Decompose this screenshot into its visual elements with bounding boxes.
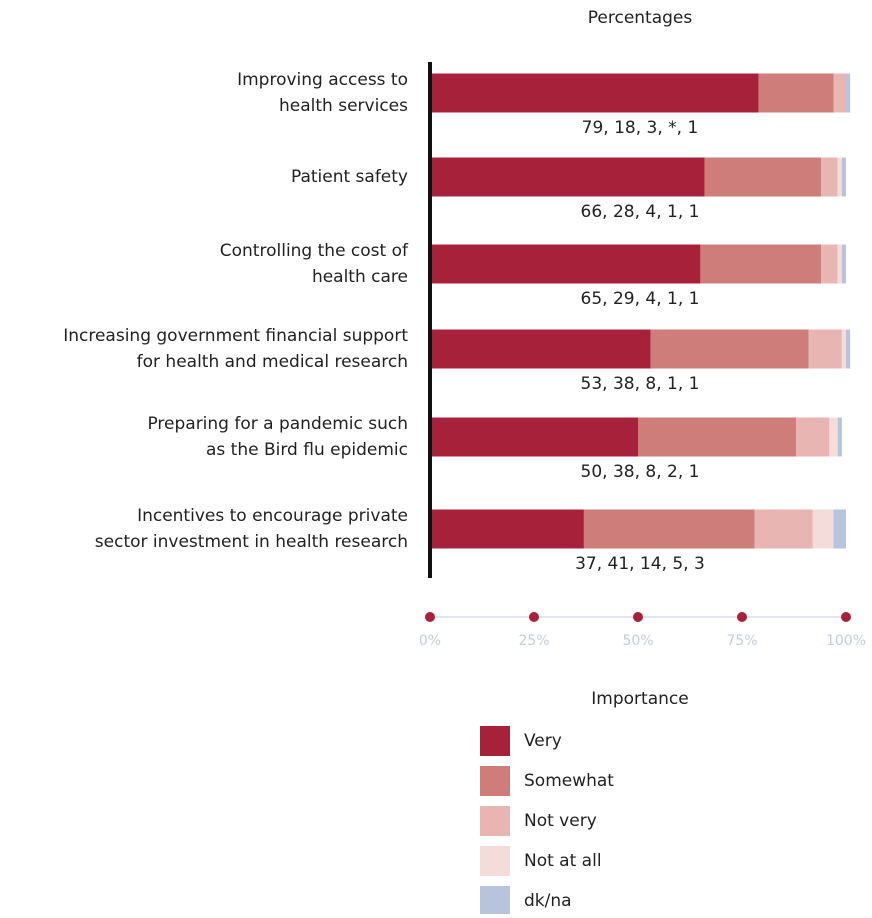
bar-segment [846, 74, 850, 113]
bar-segment [700, 245, 821, 284]
bar-segment [430, 510, 584, 549]
bar-segment [430, 74, 759, 113]
bar-segment [809, 330, 842, 369]
row-value-label: 53, 38, 8, 1, 1 [581, 374, 700, 394]
legend-swatch [480, 766, 510, 796]
legend-label: Somewhat [524, 771, 614, 791]
row-value-label: 65, 29, 4, 1, 1 [581, 289, 700, 309]
legend-label: Not very [524, 811, 597, 831]
category-label: health care [312, 267, 408, 287]
row-value-label: 37, 41, 14, 5, 3 [575, 554, 705, 574]
x-tick-label: 0% [419, 633, 441, 649]
bar-segment [838, 245, 842, 284]
category-label: Preparing for a pandemic such [147, 414, 408, 434]
bar-segment [838, 158, 842, 197]
legend-swatch [480, 886, 510, 914]
bar-segment [813, 510, 834, 549]
bar-segment [829, 418, 837, 457]
bar-segment [838, 418, 842, 457]
bar-segment [430, 418, 638, 457]
bar-segment [821, 245, 838, 284]
category-label: health services [279, 96, 408, 116]
bar-segment [846, 330, 850, 369]
page: {"chart_data": {"type": "stacked-bar-hor… [0, 0, 872, 914]
bar-segment [759, 74, 834, 113]
bar-segment [638, 418, 796, 457]
x-tick-label: 75% [726, 633, 757, 649]
bar-segment [650, 330, 808, 369]
x-tick-label: 50% [622, 633, 653, 649]
category-label: Increasing government financial support [63, 326, 408, 346]
tick-dot [529, 612, 539, 622]
chart: Percentages Importance Improving access … [0, 0, 872, 914]
bar-segment [796, 418, 829, 457]
category-label: Controlling the cost of [220, 241, 409, 261]
bar-segment [842, 245, 846, 284]
bar-segment [705, 158, 821, 197]
legend-swatch [480, 846, 510, 876]
x-tick-label: 25% [518, 633, 549, 649]
bar-segment [842, 158, 846, 197]
chart-title: Percentages [588, 8, 693, 28]
row-value-label: 66, 28, 4, 1, 1 [581, 202, 700, 222]
legend-swatch [480, 806, 510, 836]
bar-segment [834, 74, 846, 113]
bar-segment [430, 330, 650, 369]
legend-swatch [480, 726, 510, 756]
row-value-label: 50, 38, 8, 2, 1 [581, 462, 700, 482]
bar-segment [834, 510, 846, 549]
tick-dot [841, 612, 851, 622]
bar-segment [584, 510, 755, 549]
category-label: as the Bird flu epidemic [206, 440, 408, 460]
bar-segment [821, 158, 838, 197]
category-label: Incentives to encourage private [137, 506, 408, 526]
tick-dot [633, 612, 643, 622]
bar-segment [430, 245, 700, 284]
category-label: sector investment in health research [95, 532, 408, 552]
category-label: for health and medical research [137, 352, 408, 372]
legend-label: dk/na [524, 891, 572, 911]
legend-title: Importance [591, 689, 688, 709]
bar-segment [754, 510, 812, 549]
legend-label: Very [524, 731, 562, 751]
tick-dot [737, 612, 747, 622]
x-tick-label: 100% [826, 633, 866, 649]
legend-label: Not at all [524, 851, 602, 871]
row-value-label: 79, 18, 3, *, 1 [582, 118, 699, 138]
tick-dot [425, 612, 435, 622]
bar-segment [842, 330, 846, 369]
category-label: Improving access to [237, 70, 408, 90]
bar-segment [430, 158, 705, 197]
category-label: Patient safety [291, 167, 408, 187]
